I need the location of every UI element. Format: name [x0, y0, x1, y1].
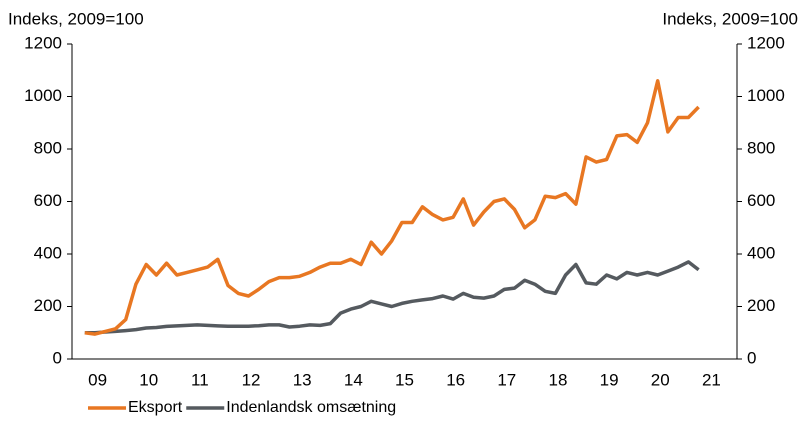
y-tick-label: 1200	[24, 33, 62, 52]
y2-tick-label: 800	[747, 138, 775, 157]
y2-tick-label: 600	[747, 191, 775, 210]
y-axis-label: Indeks, 2009=100	[8, 9, 144, 28]
y2-tick-label: 0	[747, 348, 756, 367]
y-tick-label: 800	[34, 138, 62, 157]
x-tick-label: 19	[600, 370, 619, 389]
x-tick-label: 14	[344, 370, 363, 389]
x-tick-label: 18	[549, 370, 568, 389]
x-tick-label: 09	[88, 370, 107, 389]
y2-axis-label: Indeks, 2009=100	[662, 9, 798, 28]
y-tick-label: 200	[34, 296, 62, 315]
x-tick-label: 15	[395, 370, 414, 389]
y2-tick-label: 1000	[747, 86, 785, 105]
x-tick-label: 10	[139, 370, 158, 389]
x-tick-label: 16	[446, 370, 465, 389]
y-tick-label: 0	[53, 348, 62, 367]
y-tick-label: 600	[34, 191, 62, 210]
y-tick-label: 400	[34, 243, 62, 262]
x-tick-label: 12	[242, 370, 261, 389]
x-tick-label: 21	[702, 370, 721, 389]
y2-tick-label: 200	[747, 296, 775, 315]
x-tick-label: 20	[651, 370, 670, 389]
series-line	[84, 79, 700, 336]
y-tick-label: 1000	[24, 86, 62, 105]
x-tick-label: 17	[497, 370, 516, 389]
legend-label: Indenlandsk omsætning	[226, 399, 396, 416]
x-tick-label: 11	[191, 370, 209, 389]
legend-label: Eksport	[128, 399, 183, 416]
series-line	[84, 260, 700, 335]
x-tick-label: 13	[293, 370, 312, 389]
y2-tick-label: 400	[747, 243, 775, 262]
y2-tick-label: 1200	[747, 33, 785, 52]
